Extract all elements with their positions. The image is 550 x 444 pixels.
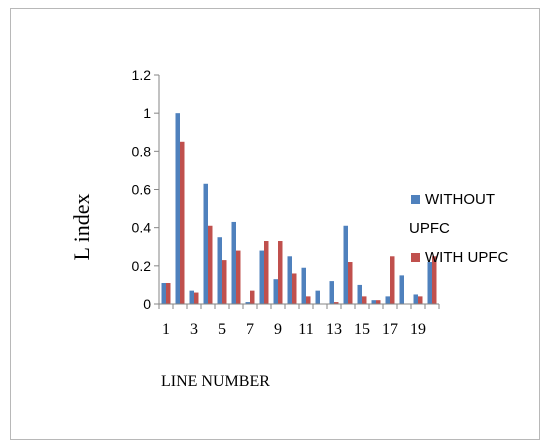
legend-swatch-with-upfc [411, 253, 420, 262]
bar-with-upfc-line-7 [250, 290, 255, 304]
y-axis-ticks: 0 0.2 0.4 0.6 0.8 1 1.2 [132, 67, 159, 312]
y-tick-label: 0.2 [132, 258, 152, 274]
bar-without-upfc-line-12 [315, 290, 320, 304]
legend-swatch-without-upfc [411, 195, 420, 204]
x-tick-label: 17 [382, 321, 398, 338]
x-tick-label: 19 [410, 321, 426, 338]
bar-with-upfc-line-2 [180, 141, 185, 304]
legend-label-without-upfc-line2: UPFC [409, 220, 450, 237]
legend-label-with-upfc: WITH UPFC [425, 249, 508, 266]
bar-without-upfc-line-20 [427, 262, 432, 304]
x-tick-label: 1 [162, 321, 170, 338]
bar-with-upfc-line-20 [432, 256, 437, 304]
bar-without-upfc-line-8 [259, 250, 264, 304]
bar-with-upfc-line-16 [376, 300, 381, 304]
bar-with-upfc-line-6 [236, 250, 241, 304]
bar-without-upfc-line-4 [203, 183, 208, 304]
y-axis-title: L index [69, 194, 94, 261]
bar-without-upfc-line-1 [161, 283, 166, 304]
bar-without-upfc-line-11 [301, 267, 306, 304]
y-tick-label: 0.8 [132, 143, 152, 159]
x-tick-label: 7 [246, 321, 254, 338]
bar-without-upfc-line-7 [245, 302, 250, 304]
bar-chart: 00.20.40.60.811.2 1 3 5 7 9 11 13 15 17 19 L inde… [69, 67, 508, 390]
bar-without-upfc-line-9 [273, 279, 278, 304]
bar-with-upfc-line-19 [418, 296, 423, 304]
bar-with-upfc-line-14 [348, 262, 353, 304]
y-tick-label: 1 [143, 105, 151, 121]
x-tick-label: 3 [190, 321, 198, 338]
bar-with-upfc-line-4 [208, 225, 213, 304]
bar-with-upfc-line-8 [264, 241, 269, 304]
bar-with-upfc-line-5 [222, 260, 227, 304]
y-tick-label: 0.6 [132, 182, 152, 198]
y-tick-label: 1.2 [132, 67, 152, 83]
legend-label-without-upfc-line1: WITHOUT [425, 191, 495, 208]
bar-without-upfc-line-17 [385, 296, 390, 304]
bar-without-upfc-line-3 [189, 290, 194, 304]
chart-frame: 0 0.2 0.4 0.6 0.8 1 1.2 1 3 5 7 9 11 13 15 17 19 L inde… [10, 8, 540, 440]
bar-without-upfc-line-13 [329, 281, 334, 304]
x-tick-label: 5 [218, 321, 226, 338]
bar-without-upfc-line-2 [175, 113, 180, 304]
bar-with-upfc-line-3 [194, 292, 199, 304]
x-axis-ticks: 1 3 5 7 9 11 13 15 17 19 [158, 304, 440, 338]
bar-without-upfc-line-19 [413, 294, 418, 304]
bars-group [161, 113, 437, 305]
bar-without-upfc-line-15 [357, 284, 362, 304]
bar-without-upfc-line-6 [231, 221, 236, 304]
bar-without-upfc-line-16 [371, 300, 376, 304]
y-tick-label: 0 [143, 296, 151, 312]
y-tick-label: 0.4 [132, 220, 152, 236]
bar-without-upfc-line-14 [343, 225, 348, 304]
bar-without-upfc-line-10 [287, 256, 292, 304]
bar-with-upfc-line-10 [292, 273, 297, 304]
bar-with-upfc-line-13 [334, 302, 339, 304]
bar-with-upfc-line-17 [390, 256, 395, 304]
x-tick-label: 9 [274, 321, 282, 338]
bar-without-upfc-line-18 [399, 275, 404, 305]
bar-with-upfc-line-15 [362, 296, 367, 304]
x-tick-label: 15 [354, 321, 370, 338]
bar-with-upfc-line-11 [306, 296, 311, 304]
legend: WITHOUT UPFC WITH UPFC [409, 191, 508, 266]
x-tick-label: 11 [298, 321, 313, 338]
bar-with-upfc-line-1 [166, 283, 171, 304]
x-tick-label: 13 [326, 321, 342, 338]
bar-without-upfc-line-5 [217, 237, 222, 304]
bar-with-upfc-line-9 [278, 241, 283, 304]
x-axis-title: LINE NUMBER [161, 373, 270, 390]
